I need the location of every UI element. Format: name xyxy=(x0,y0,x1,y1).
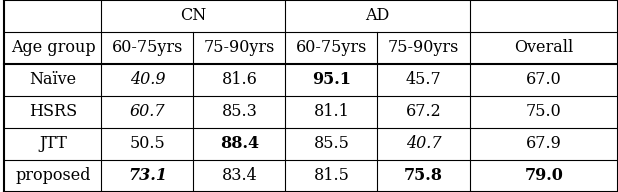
Text: 73.1: 73.1 xyxy=(128,167,167,185)
Text: 95.1: 95.1 xyxy=(312,71,351,89)
Text: Age group: Age group xyxy=(11,40,95,56)
Text: 50.5: 50.5 xyxy=(130,136,165,152)
Text: 60.7: 60.7 xyxy=(130,103,165,121)
Text: AD: AD xyxy=(365,7,389,25)
Text: 83.4: 83.4 xyxy=(222,167,257,185)
Text: 88.4: 88.4 xyxy=(220,136,259,152)
Text: 81.5: 81.5 xyxy=(313,167,349,185)
Text: 45.7: 45.7 xyxy=(405,71,441,89)
Text: CN: CN xyxy=(180,7,206,25)
Text: 81.1: 81.1 xyxy=(313,103,349,121)
Text: 67.2: 67.2 xyxy=(405,103,441,121)
Text: 67.0: 67.0 xyxy=(526,71,562,89)
Text: 75.8: 75.8 xyxy=(404,167,443,185)
Text: 81.6: 81.6 xyxy=(221,71,257,89)
Text: Naïve: Naïve xyxy=(30,71,77,89)
Text: 85.3: 85.3 xyxy=(221,103,257,121)
Text: 60-75yrs: 60-75yrs xyxy=(112,40,183,56)
Text: Overall: Overall xyxy=(514,40,574,56)
Text: proposed: proposed xyxy=(15,167,91,185)
Text: 75-90yrs: 75-90yrs xyxy=(388,40,459,56)
Text: 75-90yrs: 75-90yrs xyxy=(204,40,275,56)
Text: HSRS: HSRS xyxy=(29,103,77,121)
Text: 79.0: 79.0 xyxy=(524,167,563,185)
Text: 40.9: 40.9 xyxy=(130,71,165,89)
Text: JTT: JTT xyxy=(39,136,67,152)
Text: 75.0: 75.0 xyxy=(526,103,562,121)
Text: 60-75yrs: 60-75yrs xyxy=(296,40,367,56)
Text: 67.9: 67.9 xyxy=(526,136,562,152)
Text: 40.7: 40.7 xyxy=(406,136,441,152)
Text: 85.5: 85.5 xyxy=(313,136,349,152)
